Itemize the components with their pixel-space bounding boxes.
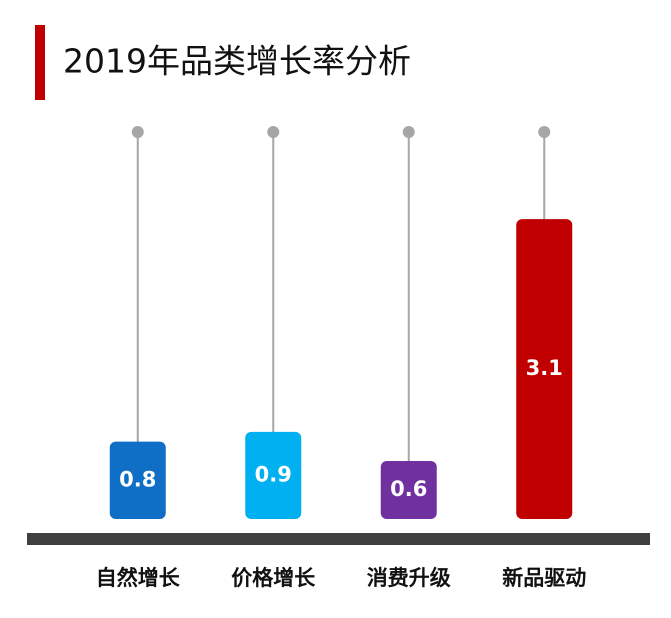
baseline <box>27 533 650 545</box>
stem-dot <box>131 126 144 138</box>
bar <box>109 441 166 519</box>
x-tick-label: 价格增长 <box>231 566 316 590</box>
x-tick-label: 自然增长 <box>96 566 181 590</box>
stem-dot <box>538 126 551 138</box>
value-label: 0.6 <box>390 477 427 501</box>
bar <box>380 460 437 519</box>
stem-dot <box>267 126 280 138</box>
value-label: 3.1 <box>526 356 563 380</box>
value-label: 0.8 <box>119 467 156 491</box>
stem-dot <box>402 126 415 138</box>
x-tick-label: 消费升级 <box>367 566 451 590</box>
bar <box>245 431 302 519</box>
title-accent <box>35 25 45 100</box>
value-label: 0.9 <box>255 462 292 486</box>
chart-title: 2019年品类增长率分析 <box>63 42 411 81</box>
bar <box>516 219 573 519</box>
x-tick-label: 新品驱动 <box>502 566 586 590</box>
